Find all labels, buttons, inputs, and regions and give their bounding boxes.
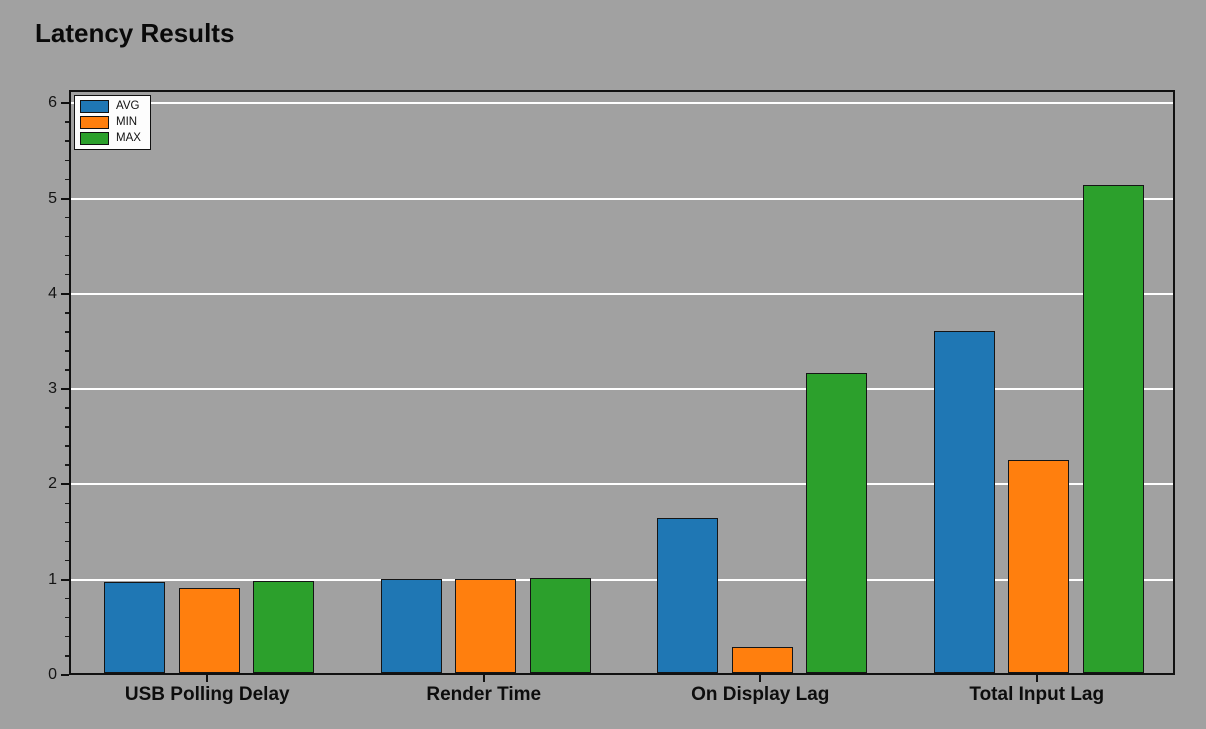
y-axis-tick-label: 5 (48, 189, 57, 207)
gridline-y2 (71, 483, 1173, 486)
legend-row-min: MIN (80, 116, 141, 129)
y-axis-minor-tick (65, 235, 69, 238)
y-axis-minor-tick (65, 140, 69, 143)
bar-max-3 (806, 372, 868, 673)
x-category-label: On Display Lag (691, 684, 830, 705)
y-axis-minor-tick (65, 521, 69, 524)
y-axis-minor-tick (65, 597, 69, 600)
y-axis-minor-tick (65, 635, 69, 638)
gridline-y3 (71, 388, 1173, 391)
y-axis-minor-tick (65, 121, 69, 123)
gridline-y1 (71, 578, 1173, 581)
y-axis-major-tick (61, 292, 69, 295)
y-axis-minor-tick (65, 445, 69, 447)
x-category-label: Total Input Lag (969, 684, 1105, 705)
y-axis-minor-tick (65, 331, 69, 333)
y-axis-minor-tick (65, 540, 69, 543)
y-axis-minor-tick (65, 254, 69, 257)
y-axis-minor-tick (65, 216, 69, 219)
x-axis-tick (482, 675, 485, 682)
bar-min-3 (731, 647, 793, 673)
y-axis-tick-label: 3 (48, 380, 57, 398)
gridline-y5 (71, 197, 1173, 200)
legend-label: MIN (116, 116, 138, 128)
bar-max-2 (529, 577, 591, 673)
legend-swatch-min (80, 116, 109, 129)
legend-label: AVG (116, 100, 140, 112)
y-axis-minor-tick (65, 178, 69, 181)
y-axis-tick-label: 1 (48, 570, 57, 588)
y-axis-minor-tick (65, 369, 69, 371)
bar-avg-2 (380, 578, 442, 673)
legend-swatch-avg (80, 100, 109, 113)
y-axis-minor-tick (65, 502, 69, 505)
y-axis-major-tick (61, 388, 69, 391)
bar-min-2 (455, 578, 517, 673)
x-axis-tick (1035, 675, 1038, 682)
y-axis-minor-tick (65, 426, 69, 428)
y-axis-major-tick (61, 483, 69, 486)
legend: AVG MIN MAX (74, 95, 151, 150)
y-axis-major-tick (61, 674, 69, 676)
y-axis-minor-tick (65, 654, 69, 657)
x-axis-tick (759, 675, 762, 682)
gridline-y4 (71, 292, 1173, 295)
plot-area: AVG MIN MAX (69, 90, 1175, 675)
x-category-label: Render Time (426, 684, 542, 705)
bar-min-1 (178, 588, 240, 673)
y-axis-tick-label: 0 (48, 666, 57, 683)
x-axis-tick (206, 675, 209, 682)
y-axis-minor-tick (65, 464, 69, 466)
y-axis-minor-tick (65, 407, 69, 409)
bar-avg-4 (933, 330, 995, 673)
y-axis-minor-tick (65, 559, 69, 562)
legend-label: MAX (116, 132, 141, 144)
y-axis-major-tick (61, 578, 69, 581)
y-axis-tick-label: 2 (48, 475, 57, 493)
legend-swatch-max (80, 132, 109, 145)
y-axis-minor-tick (65, 350, 69, 352)
bar-avg-1 (104, 581, 166, 673)
y-axis-minor-tick (65, 273, 69, 276)
gridline-y6 (71, 102, 1173, 105)
y-axis-major-tick (61, 197, 69, 200)
bar-max-1 (253, 580, 315, 673)
y-axis-minor-tick (65, 311, 69, 314)
y-axis-tick-label: 6 (48, 94, 57, 112)
y-axis-tick-label: 4 (48, 284, 57, 302)
legend-row-avg: AVG (80, 100, 141, 113)
x-category-label: USB Polling Delay (124, 684, 290, 705)
legend-row-max: MAX (80, 132, 141, 145)
bar-max-4 (1082, 185, 1144, 673)
y-axis-minor-tick (65, 159, 69, 162)
bar-avg-3 (657, 517, 719, 673)
chart-title: Latency Results (35, 18, 235, 48)
y-axis-major-tick (61, 102, 69, 105)
bar-min-4 (1008, 459, 1070, 673)
y-axis-minor-tick (65, 616, 69, 619)
